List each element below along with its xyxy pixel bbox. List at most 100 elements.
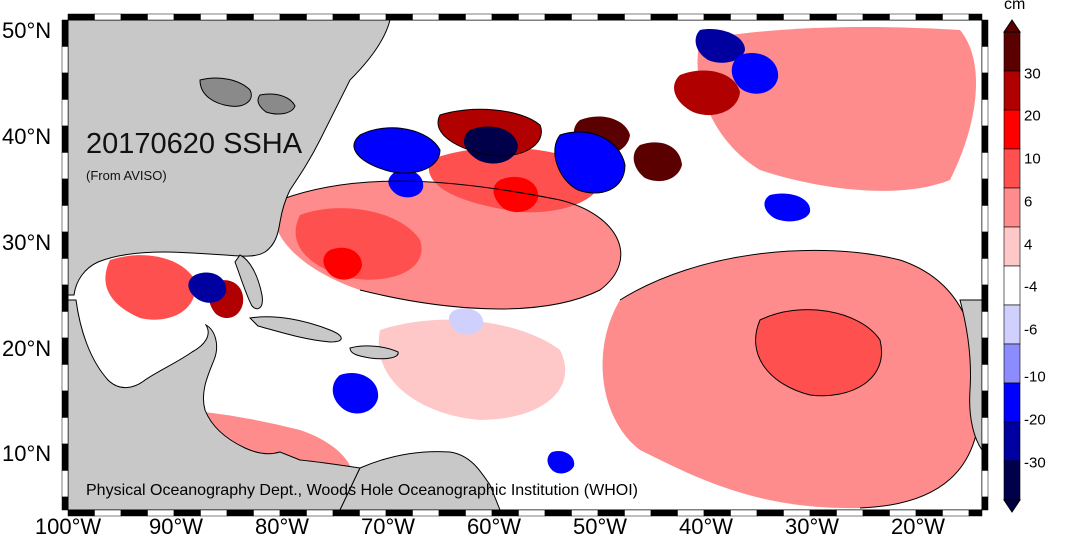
frame-tick xyxy=(61,470,69,498)
hispaniola-land xyxy=(349,345,399,360)
colorbar-swatch xyxy=(1003,265,1021,306)
frame-tick xyxy=(783,13,811,21)
frame-tick xyxy=(889,13,917,21)
frame-tick xyxy=(756,509,784,517)
mexico-central-america-land xyxy=(68,299,361,510)
frame-tick xyxy=(385,13,413,21)
frame-tick xyxy=(544,509,572,517)
positive-anomaly-region xyxy=(378,319,566,420)
colorbar-swatch xyxy=(1003,148,1021,189)
frame-tick xyxy=(862,13,890,21)
colorbar-swatch xyxy=(1003,70,1021,111)
negative-eddy xyxy=(463,126,518,164)
negative-eddy xyxy=(695,29,745,63)
frame-tick xyxy=(61,337,69,365)
strong-positive-eddy xyxy=(674,70,740,116)
frame-tick xyxy=(981,443,989,471)
colorbar-swatch xyxy=(1003,382,1021,423)
strong-positive-eddy xyxy=(633,142,682,182)
colorbar-tick-label: 30 xyxy=(1024,65,1041,83)
negative-eddy xyxy=(449,308,484,335)
frame-tick xyxy=(120,509,148,517)
frame-tick xyxy=(61,231,69,259)
lat-label-30n: 30°N xyxy=(2,230,52,255)
map-credit: Physical Oceanography Dept., Woods Hole … xyxy=(86,482,638,499)
frame-tick xyxy=(61,46,69,74)
lat-label-50n: 50°N xyxy=(2,18,52,43)
frame-tick xyxy=(981,72,989,100)
frame-tick xyxy=(491,13,519,21)
frame-tick xyxy=(981,205,989,233)
frame-tick xyxy=(942,509,970,517)
lon-label-80w: 80°W xyxy=(254,514,310,539)
lon-label-30w: 30°W xyxy=(784,514,840,539)
colorbar-unit: cm xyxy=(1004,0,1026,13)
frame-tick xyxy=(412,13,440,21)
colorbar-swatch xyxy=(1003,31,1021,72)
map-title: 20170620 SSHA xyxy=(86,128,303,160)
cuba-land xyxy=(248,316,342,343)
frame-tick xyxy=(981,284,989,312)
colorbar-tick-label: 10 xyxy=(1024,150,1041,168)
colorbar-tick-label: -30 xyxy=(1024,454,1046,472)
frame-tick xyxy=(226,509,254,517)
frame-tick xyxy=(597,13,625,21)
frame-tick xyxy=(61,72,69,100)
frame-tick xyxy=(306,509,334,517)
frame-tick xyxy=(67,13,95,21)
negative-eddy xyxy=(764,193,811,222)
frame-tick xyxy=(200,509,228,517)
colorbar-tick-label: 20 xyxy=(1024,107,1041,125)
frame-tick xyxy=(465,13,493,21)
frame-tick xyxy=(981,417,989,445)
frame-tick xyxy=(200,13,228,21)
lon-label-100w: 100°W xyxy=(34,514,102,539)
colorbar-swatch xyxy=(1003,421,1021,462)
frame-tick xyxy=(61,496,69,511)
frame-tick xyxy=(61,205,69,233)
frame-tick xyxy=(253,13,281,21)
africa-land xyxy=(959,299,982,451)
frame-tick xyxy=(650,13,678,21)
frame-tick xyxy=(981,19,989,47)
frame-tick xyxy=(147,13,175,21)
frame-tick xyxy=(862,509,890,517)
frame-tick xyxy=(981,311,989,339)
positive-anomaly-region xyxy=(105,255,196,320)
colorbar-tick-label: -10 xyxy=(1024,368,1046,386)
frame-tick xyxy=(703,13,731,21)
frame-tick xyxy=(279,13,307,21)
lat-label-10n: 10°N xyxy=(2,441,52,466)
colorbar-tick-label: -6 xyxy=(1024,321,1038,339)
frame-tick xyxy=(981,390,989,418)
colorbar-max-arrow xyxy=(1003,19,1021,33)
frame-tick xyxy=(61,99,69,127)
north-america-land xyxy=(68,20,391,296)
frame-tick xyxy=(544,13,572,21)
frame-tick xyxy=(173,13,201,21)
negative-eddy xyxy=(188,272,227,303)
frame-tick xyxy=(968,509,983,517)
frame-tick xyxy=(809,13,837,21)
strong-positive-eddy xyxy=(493,176,539,213)
lon-label-60w: 60°W xyxy=(466,514,522,539)
frame-tick xyxy=(438,13,466,21)
frame-tick xyxy=(624,509,652,517)
frame-tick xyxy=(981,496,989,511)
frame-tick xyxy=(981,99,989,127)
lat-label-40n: 40°N xyxy=(2,124,52,149)
colorbar-tick-label: -4 xyxy=(1024,278,1038,296)
frame-tick xyxy=(226,13,254,21)
colorbar-min-arrow xyxy=(1003,499,1021,513)
frame-tick xyxy=(61,284,69,312)
colorbar-swatch xyxy=(1003,109,1021,150)
colorbar-swatch xyxy=(1003,460,1021,501)
frame-tick xyxy=(677,13,705,21)
frame-tick xyxy=(915,13,943,21)
lon-label-50w: 50°W xyxy=(572,514,628,539)
anomaly-field xyxy=(68,20,982,510)
strong-positive-eddy xyxy=(323,247,362,280)
colorbar-swatch xyxy=(1003,226,1021,267)
frame-tick xyxy=(518,13,546,21)
